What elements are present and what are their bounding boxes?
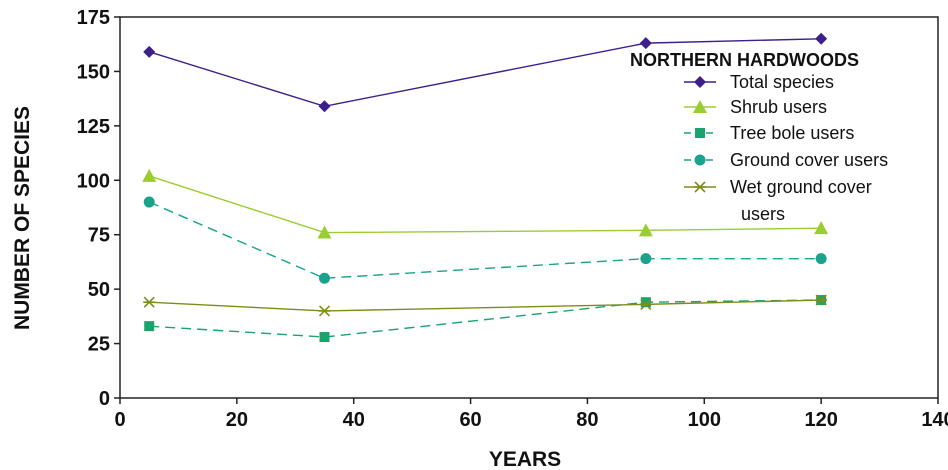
data-point-total-species	[639, 37, 652, 50]
x-tick-label: 0	[114, 409, 125, 431]
x-axis-title: YEARS	[489, 448, 561, 470]
y-tick-label: 25	[88, 334, 110, 356]
legend-swatch-marker	[694, 181, 706, 193]
plot-frame	[119, 16, 939, 399]
data-point-shrub-users	[317, 225, 332, 239]
y-tick-label: 100	[77, 170, 110, 192]
series-line-tree-bole-users	[149, 299, 822, 338]
legend-label: Tree bole users	[730, 123, 854, 143]
axes	[114, 16, 939, 404]
x-tick-label: 120	[804, 409, 837, 431]
data-point-wet-ground-cover-users	[318, 305, 331, 317]
data-point-ground-cover-users	[143, 196, 155, 208]
series-total-species	[143, 32, 828, 113]
x-tick-label: 80	[576, 409, 598, 431]
legend-label-continued: users	[741, 204, 785, 224]
data-point-tree-bole-users	[640, 297, 651, 308]
series-line-shrub-users	[148, 175, 822, 234]
data-point-ground-cover-users	[640, 253, 652, 265]
legend-item-wet-ground-cover-users: Wet ground cover users	[684, 177, 872, 224]
series-line-total-species	[149, 38, 822, 107]
x-tick-label: 140	[921, 409, 948, 431]
x-tick-label: 100	[688, 409, 721, 431]
legend-item-shrub-users: Shrub users	[684, 97, 827, 117]
legend-label: Shrub users	[730, 97, 827, 117]
data-point-ground-cover-users	[319, 272, 330, 284]
series-ground-cover-users	[143, 196, 827, 284]
data-point-total-species	[143, 45, 156, 58]
legend-item-tree-bole-users: Tree bole users	[684, 123, 854, 143]
legend-swatch-marker	[695, 128, 705, 138]
legend-swatch-marker	[693, 100, 707, 113]
data-point-total-species	[815, 32, 828, 45]
data-point-shrub-users	[142, 168, 157, 182]
data-point-total-species	[318, 100, 331, 113]
data-point-shrub-users	[814, 221, 829, 235]
legend-title: NORTHERN HARDWOODS	[630, 50, 859, 70]
legend-label: Ground cover users	[730, 150, 888, 170]
series-wet-ground-cover-users	[143, 294, 828, 317]
y-tick-labels: 0 25 50 75 100 125 150 175	[77, 7, 110, 410]
y-tick-label: 0	[99, 388, 110, 410]
data-point-wet-ground-cover-users	[639, 298, 652, 310]
legend-swatch-marker	[694, 154, 706, 166]
x-tick-label: 20	[226, 409, 248, 431]
data-point-wet-ground-cover-users	[815, 294, 828, 306]
y-tick-label: 175	[77, 7, 110, 29]
x-tick-labels: 0 20 40 60 80 100 120 140	[114, 409, 948, 431]
legend: NORTHERN HARDWOODS Total species Shrub us…	[630, 50, 888, 224]
series-shrub-users	[142, 168, 829, 239]
y-tick-label: 150	[77, 61, 110, 83]
y-tick-label: 75	[88, 225, 110, 247]
y-axis-title: NUMBER OF SPECIES	[11, 106, 34, 330]
legend-swatch-marker	[694, 76, 706, 88]
data-point-tree-bole-users	[319, 332, 330, 343]
data-point-tree-bole-users	[144, 321, 155, 332]
legend-item-total-species: Total species	[684, 72, 834, 92]
x-tick-label: 60	[459, 409, 481, 431]
series-line-ground-cover-users	[148, 201, 822, 279]
data-point-shrub-users	[638, 223, 653, 237]
legend-item-ground-cover-users: Ground cover users	[684, 150, 888, 170]
data-point-wet-ground-cover-users	[143, 296, 156, 308]
x-tick-label: 40	[343, 409, 365, 431]
series-group	[142, 32, 829, 343]
legend-label: Wet ground cover	[730, 177, 872, 197]
legend-label: Total species	[730, 72, 834, 92]
data-point-ground-cover-users	[815, 253, 827, 265]
series-line-wet-ground-cover-users	[149, 299, 822, 312]
y-tick-label: 125	[77, 116, 110, 138]
y-tick-label: 50	[88, 279, 110, 301]
